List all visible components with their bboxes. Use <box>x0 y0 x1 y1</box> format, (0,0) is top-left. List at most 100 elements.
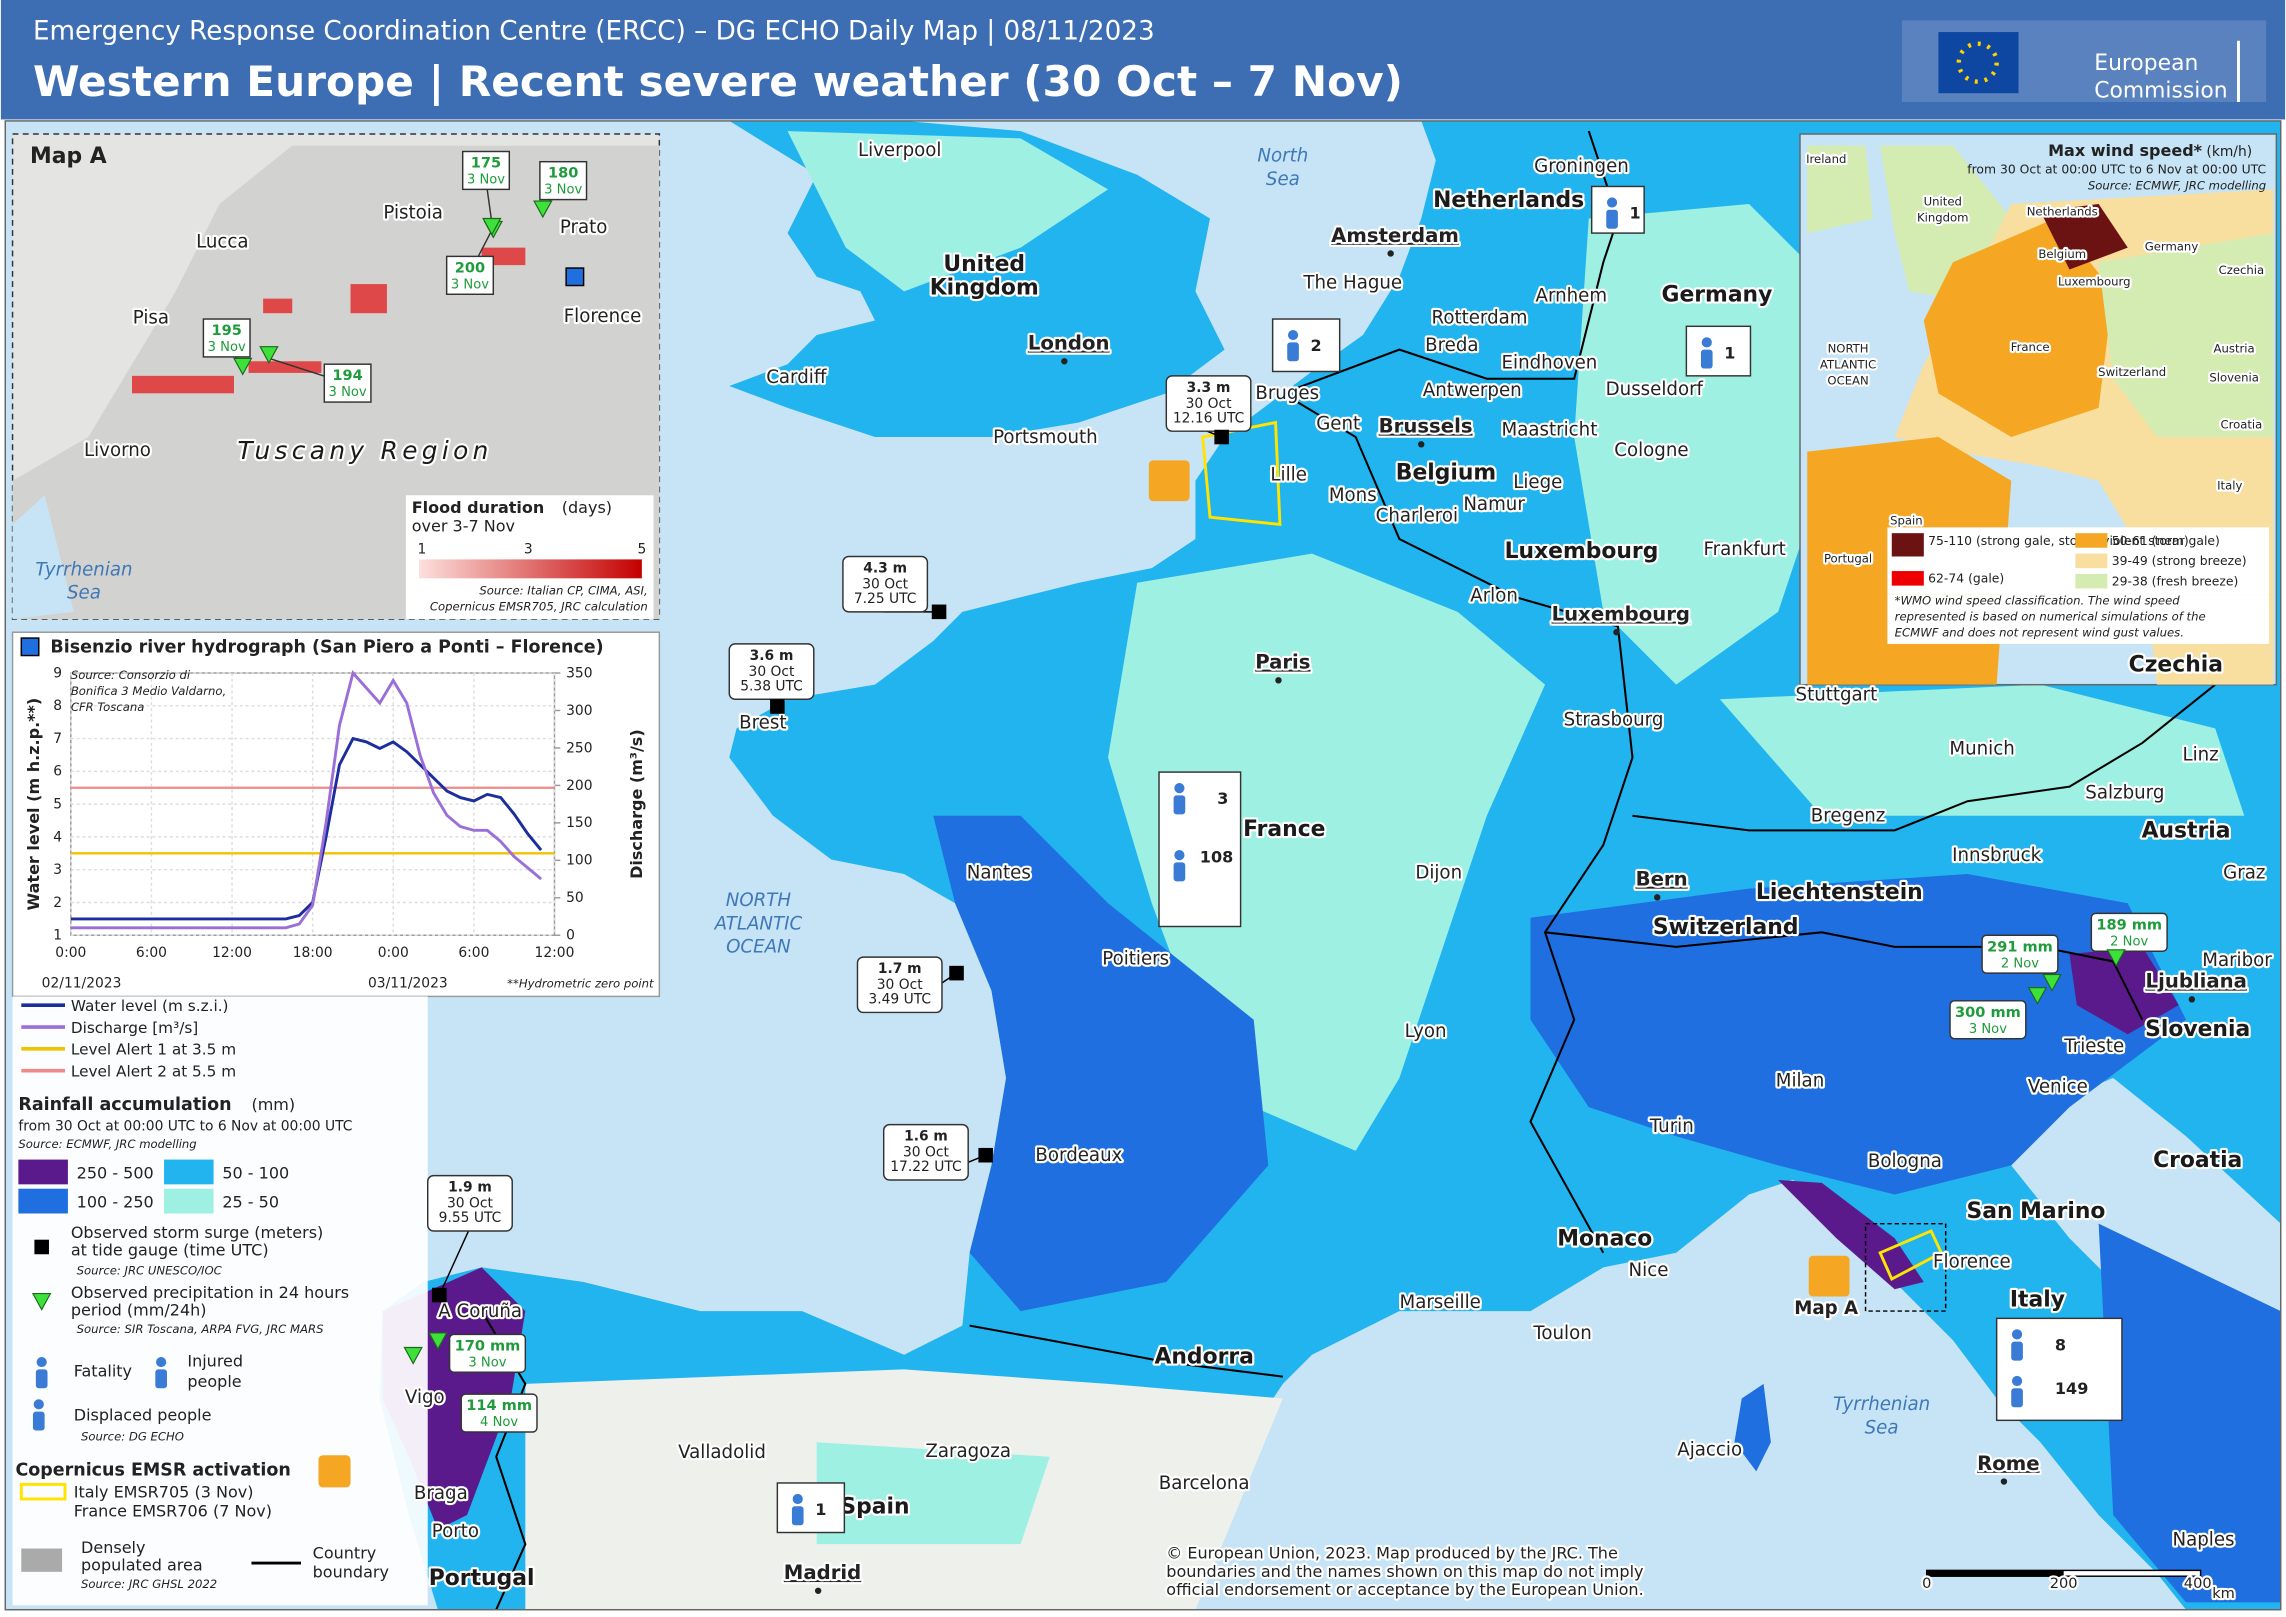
y-tick-label: 5 <box>53 797 62 813</box>
place-label: Dijon <box>1415 862 1462 883</box>
place-label: Pisa <box>133 307 169 328</box>
place-label: Zaragoza <box>925 1441 1011 1462</box>
y-tick-label: 6 <box>53 764 62 780</box>
place-label: Slovenia <box>2209 371 2259 385</box>
wind-class: 62-74 (gale) <box>1928 572 2004 586</box>
logo-text: European <box>2094 51 2198 76</box>
place-label: Florence <box>564 306 642 327</box>
country-label: France <box>1243 817 1325 842</box>
boundary <box>1282 392 1634 1254</box>
person-icon <box>32 1411 45 1431</box>
person-icon <box>155 1369 167 1389</box>
country-label: San Marino <box>1967 1199 2106 1224</box>
person-icon <box>1287 342 1299 362</box>
y2-tick-label: 200 <box>566 778 592 794</box>
person-icon <box>2011 1375 2023 1387</box>
place-label: Munich <box>1949 739 2014 760</box>
legend-label: Observed storm surge (meters) <box>71 1223 323 1242</box>
rain-25 <box>1719 684 2245 816</box>
place-label: Nantes <box>967 862 1031 883</box>
gauge-marker <box>565 267 585 287</box>
legend-label: Level Alert 2 at 5.5 m <box>71 1063 236 1081</box>
legend-label: people <box>187 1372 241 1391</box>
map-a-inset: Map A Flood duration (days) over 3-7 Nov <box>11 133 661 620</box>
surge-time: 7.25 UTC <box>854 591 917 607</box>
country-label: Netherlands <box>1433 188 1584 213</box>
place-label: Luxembourg <box>2058 275 2131 289</box>
precip-amount: 189 mm <box>2096 916 2162 933</box>
place-label: Portsmouth <box>993 427 1098 448</box>
y2-tick-label: 50 <box>566 890 584 906</box>
place-label: Trieste <box>2063 1036 2124 1057</box>
precip-amount: 175 <box>471 155 501 172</box>
legend-label: Displaced people <box>74 1405 212 1424</box>
y2-tick-label: 250 <box>566 740 592 756</box>
legend-label: Level Alert 1 at 3.5 m <box>71 1041 236 1059</box>
place-label: Milan <box>1776 1071 1824 1092</box>
wind-unit: (km/h) <box>2206 144 2252 160</box>
surge-date: 30 Oct <box>877 977 923 993</box>
header-subtitle: Emergency Response Coordination Centre (… <box>33 16 1155 46</box>
wind-class: 29-38 (fresh breeze) <box>2112 575 2239 589</box>
flood-legend <box>405 495 654 620</box>
place-label: Ajaccio <box>1677 1439 1742 1460</box>
scale-label: 400 <box>2184 1575 2212 1592</box>
precip-date: 3 Nov <box>468 1355 506 1370</box>
place-label: Lyon <box>1405 1021 1447 1042</box>
series-line <box>70 736 543 921</box>
precip-amount: 291 mm <box>1987 938 2053 955</box>
place-label: Marseille <box>1400 1292 1481 1313</box>
rain-25 <box>1574 203 1837 685</box>
emsr-icon <box>1148 460 1190 502</box>
place-label: Frankfurt <box>1703 539 1785 560</box>
precip-box <box>1949 1000 2027 1040</box>
person-icon <box>1700 349 1713 369</box>
legend-label: boundary <box>313 1563 389 1582</box>
place-label: Map A <box>1794 1298 1858 1319</box>
precip-marker <box>482 217 502 236</box>
flood-source: Copernicus EMSR705, JRC calculation <box>430 599 648 613</box>
flood-legend-unit: (days) <box>562 498 612 517</box>
impact-box <box>1158 771 1242 928</box>
country-label: Switzerland <box>1653 915 1799 940</box>
eu-flag <box>1938 32 2019 94</box>
x-tick-label: 6:00 <box>458 945 489 961</box>
place-label: Netherlands <box>2027 205 2098 219</box>
chart-note: **Hydrometric zero point <box>507 977 654 991</box>
surge-marker <box>1214 429 1229 445</box>
place-label: Ljubliana <box>2146 970 2247 993</box>
precip-box <box>460 1393 538 1433</box>
inset-title: Map A <box>30 144 107 169</box>
surge-time: 9.55 UTC <box>439 1210 502 1226</box>
precip-date: 3 Nov <box>329 385 367 400</box>
place-label: The Hague <box>1302 272 1402 293</box>
flood-area <box>350 284 387 314</box>
wind-land <box>2098 233 2274 438</box>
emsr-aoi-italy <box>1878 1229 1944 1282</box>
precip-box <box>539 160 588 201</box>
chart-source: Source: Consorzio di <box>71 668 191 682</box>
impact-box <box>1685 325 1752 377</box>
emsr-swatch <box>19 1482 67 1501</box>
precip-box <box>448 1333 527 1373</box>
legend-label: at tide gauge (time UTC) <box>71 1241 269 1260</box>
place-label: Florence <box>1933 1251 2011 1272</box>
legend-label: Country <box>313 1544 377 1563</box>
fatality-count: 8 <box>2055 1335 2066 1354</box>
rain-swatch <box>164 1159 214 1185</box>
rain-25 <box>787 131 1109 292</box>
capital-marker <box>2000 1478 2008 1485</box>
x-tick-label: 12:00 <box>535 945 575 961</box>
place-label: Pistoia <box>383 203 443 224</box>
place-label: Kingdom <box>930 275 1039 300</box>
place-label: Cardiff <box>766 367 827 388</box>
precip-marker <box>533 200 553 219</box>
precip-amount: 300 mm <box>1955 1004 2021 1021</box>
place-label: Braga <box>414 1483 468 1504</box>
rain-class-label: 25 - 50 <box>222 1193 279 1212</box>
place-label: Liverpool <box>858 140 941 161</box>
place-label: Maastricht <box>1502 420 1598 441</box>
rain-class-label: 100 - 250 <box>77 1193 154 1212</box>
place-label: Sea <box>1266 169 1300 190</box>
